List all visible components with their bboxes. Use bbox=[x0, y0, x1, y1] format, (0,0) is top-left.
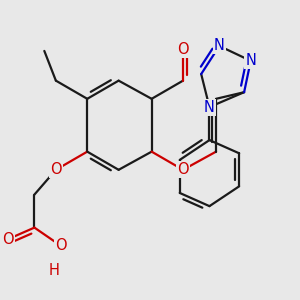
Text: O: O bbox=[177, 42, 189, 57]
Text: N: N bbox=[245, 53, 256, 68]
Text: O: O bbox=[2, 232, 14, 247]
Text: N: N bbox=[214, 38, 225, 53]
Text: O: O bbox=[55, 238, 67, 253]
Text: O: O bbox=[50, 162, 62, 177]
Text: H: H bbox=[49, 263, 60, 278]
Text: N: N bbox=[204, 100, 215, 115]
Text: O: O bbox=[177, 162, 189, 177]
